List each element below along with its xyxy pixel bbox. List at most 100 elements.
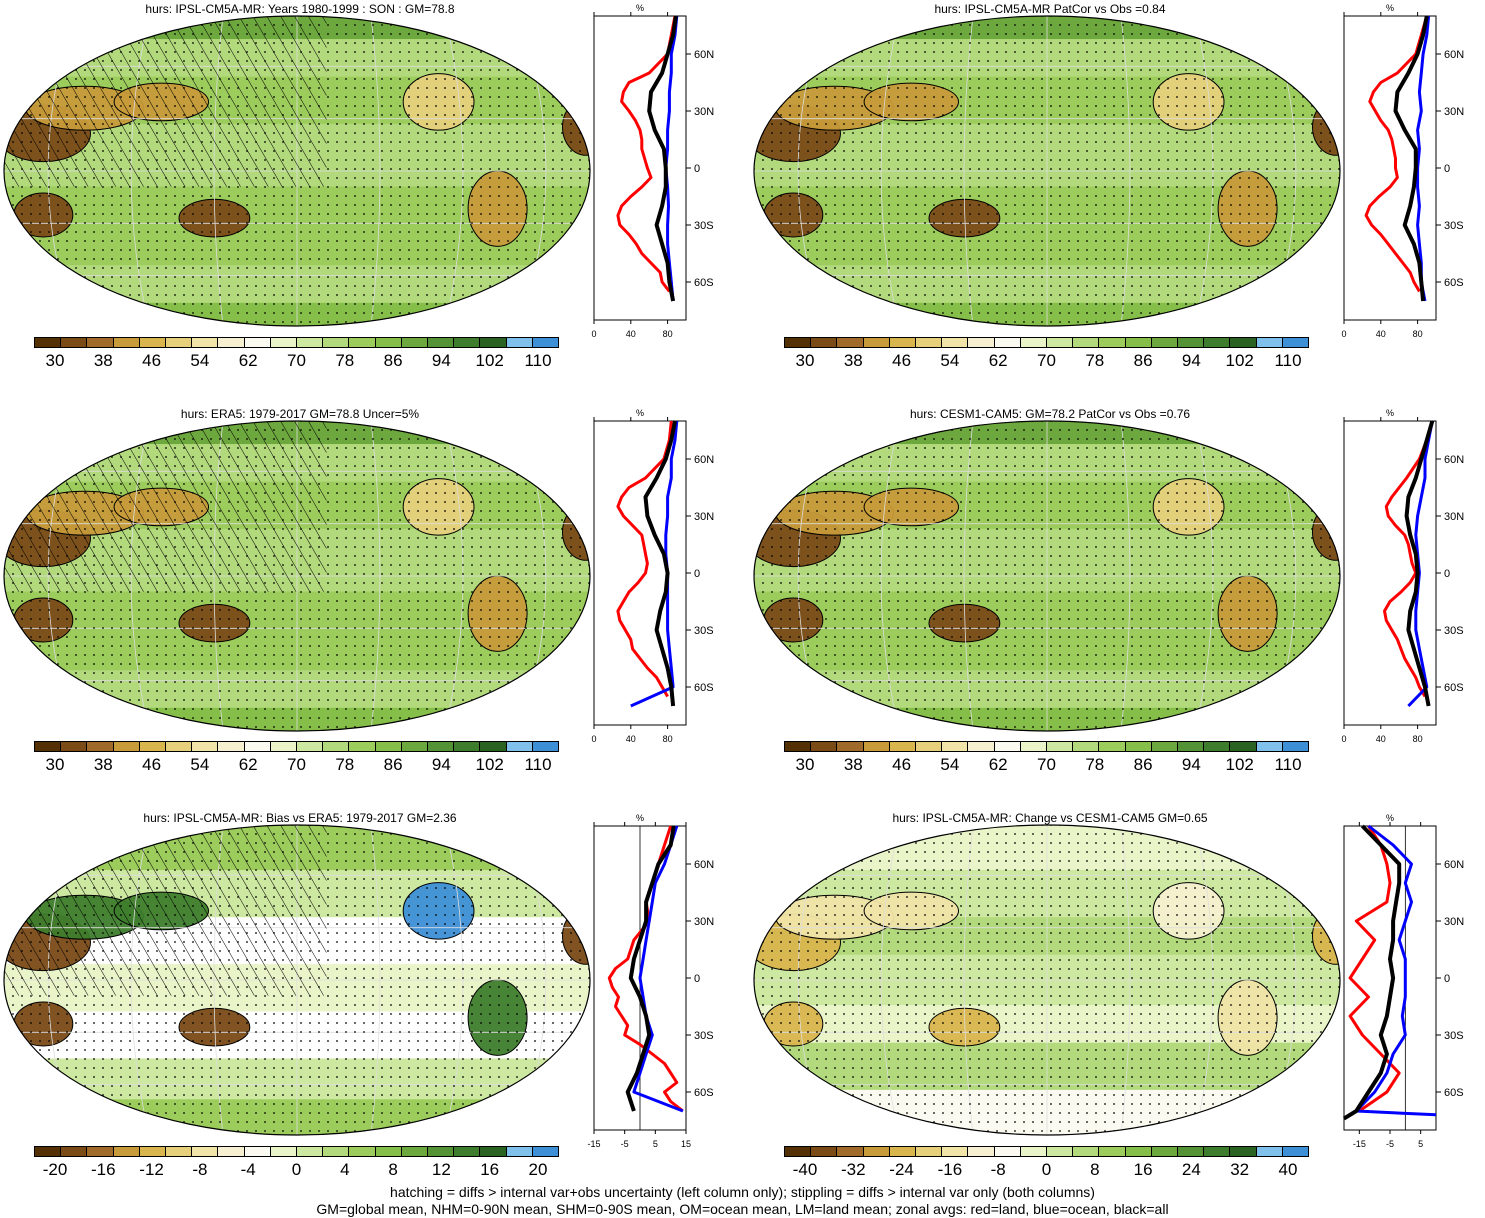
colorbar-tick-label: 38 xyxy=(93,755,113,774)
zonal-mean-chart: % 60N 30N 0 30S 60S -15 -5 5 xyxy=(1342,813,1464,1149)
lat-tick-label: 0 xyxy=(1444,568,1450,580)
lat-tick-label: 0 xyxy=(694,973,700,985)
colorbar-swatch xyxy=(1047,742,1074,751)
colorbar-swatch xyxy=(1230,338,1257,347)
colorbar-tick-label: 94 xyxy=(431,351,451,370)
lat-tick-label: 30N xyxy=(694,106,714,118)
value-tick-label: 80 xyxy=(663,329,673,339)
value-tick-label: 80 xyxy=(1413,734,1423,744)
value-tick-label: 0 xyxy=(591,734,596,744)
colorbar-tick-label: 62 xyxy=(988,351,1008,370)
value-tick-label: -15 xyxy=(587,1139,600,1149)
colorbar-tick-label: 38 xyxy=(843,351,863,370)
lat-tick-label: 60N xyxy=(1444,859,1464,871)
colorbar-swatch xyxy=(428,338,455,347)
colorbar-swatch xyxy=(113,338,140,347)
zonal-series-all xyxy=(643,420,677,707)
colorbar-tick-label: 86 xyxy=(383,351,403,370)
colorbar-tick-label: 32 xyxy=(1230,1160,1250,1179)
colorbar-swatch xyxy=(244,742,271,751)
colorbar-tick-label: 30 xyxy=(45,351,65,370)
colorbar xyxy=(34,741,559,752)
colorbar-tick-label: 8 xyxy=(1090,1160,1100,1179)
colorbar-swatch xyxy=(61,742,88,751)
value-tick-label: 0 xyxy=(1341,734,1346,744)
zonal-mean-chart: % 60N 30N 0 30S 60S 0 40 80 xyxy=(591,3,714,339)
colorbar-swatch xyxy=(889,338,917,347)
lat-tick-label: 30S xyxy=(1444,625,1464,637)
world-map xyxy=(753,15,1341,327)
lat-tick-label: 30S xyxy=(694,1030,714,1042)
colorbar-swatch xyxy=(1256,338,1283,347)
colorbar-swatch xyxy=(942,338,969,347)
zonal-series-ocean xyxy=(1416,15,1431,302)
colorbar-tick-label: -40 xyxy=(792,1160,818,1179)
colorbar-swatch xyxy=(323,1147,350,1156)
lat-tick-label: 60N xyxy=(694,859,714,871)
colorbar-tick-label: 94 xyxy=(1181,351,1201,370)
value-tick-label: 80 xyxy=(663,734,673,744)
colorbar-tick-label: 86 xyxy=(1133,755,1153,774)
colorbar-swatch xyxy=(811,742,838,751)
zonal-series-ocean xyxy=(1354,824,1437,1117)
colorbar-swatch xyxy=(270,1147,298,1156)
lat-tick-label: 60N xyxy=(694,454,714,466)
colorbar-tick-label: 54 xyxy=(940,755,960,774)
colorbar-tick-label: 70 xyxy=(287,351,306,370)
colorbar-swatch xyxy=(297,742,324,751)
lat-tick-label: 60N xyxy=(694,49,714,61)
colorbar-tick-label: 0 xyxy=(291,1160,302,1179)
colorbar-tick-label: 30 xyxy=(45,755,65,774)
value-tick-label: 40 xyxy=(1376,734,1386,744)
colorbar-tick-label: 78 xyxy=(1085,351,1105,370)
colorbar-tick-label: 110 xyxy=(524,755,552,774)
colorbar-swatch xyxy=(480,1147,507,1156)
panel-title: hurs: IPSL-CM5A-MR: Years 1980-1999 : SO… xyxy=(145,2,455,16)
colorbar-swatch xyxy=(532,338,559,347)
colorbar-tick-label: 4 xyxy=(340,1160,350,1179)
colorbar-swatch xyxy=(837,742,864,751)
colorbar-swatch xyxy=(916,338,943,347)
colorbar-swatch xyxy=(375,1147,402,1156)
colorbar-swatch xyxy=(192,338,219,347)
colorbar-swatch xyxy=(863,338,890,347)
zonal-mean-chart: % 60N 30N 0 30S 60S 0 40 80 xyxy=(591,408,714,744)
colorbar-tick-label: 54 xyxy=(190,755,210,774)
colorbar-swatch xyxy=(87,742,114,751)
value-tick-label: 40 xyxy=(626,734,636,744)
colorbar-swatch xyxy=(1282,338,1309,347)
panel-title: hurs: IPSL-CM5A-MR PatCor vs Obs =0.84 xyxy=(934,2,1166,16)
colorbar-tick-label: -12 xyxy=(139,1160,164,1179)
colorbar-swatch xyxy=(889,742,917,751)
zonal-unit-label: % xyxy=(636,813,644,823)
lat-tick-label: 0 xyxy=(694,568,700,580)
lat-tick-label: 0 xyxy=(694,163,700,175)
value-tick-label: -15 xyxy=(1353,1139,1366,1149)
colorbar-swatch xyxy=(244,1147,271,1156)
colorbar-swatch xyxy=(1020,1147,1048,1156)
zonal-series-ocean xyxy=(630,420,679,708)
value-tick-label: 15 xyxy=(681,1139,691,1149)
colorbar-swatch xyxy=(1073,338,1100,347)
lat-tick-label: 30N xyxy=(1444,106,1464,118)
colorbar-swatch xyxy=(1151,1147,1179,1156)
colorbar-swatch xyxy=(1230,742,1257,751)
zonal-series-all xyxy=(625,825,676,1112)
colorbar-swatch xyxy=(1047,1147,1074,1156)
colorbar-tick-label: 102 xyxy=(475,755,504,774)
colorbar-tick-label: 54 xyxy=(940,351,960,370)
colorbar-swatch xyxy=(1073,1147,1100,1156)
colorbar-tick-label: 110 xyxy=(1274,351,1302,370)
colorbar-swatch xyxy=(139,1147,167,1156)
colorbar xyxy=(784,337,1309,348)
colorbar-swatch xyxy=(166,338,193,347)
colorbar-swatch xyxy=(192,742,219,751)
zonal-unit-label: % xyxy=(1386,813,1394,823)
colorbar-swatch xyxy=(532,1147,559,1156)
colorbar-swatch xyxy=(506,1147,533,1156)
colorbar-swatch xyxy=(61,1147,88,1156)
value-tick-label: -5 xyxy=(1386,1139,1394,1149)
colorbar-swatch xyxy=(454,1147,481,1156)
colorbar-swatch xyxy=(994,1147,1021,1156)
colorbar-tick-label: 46 xyxy=(142,755,162,774)
